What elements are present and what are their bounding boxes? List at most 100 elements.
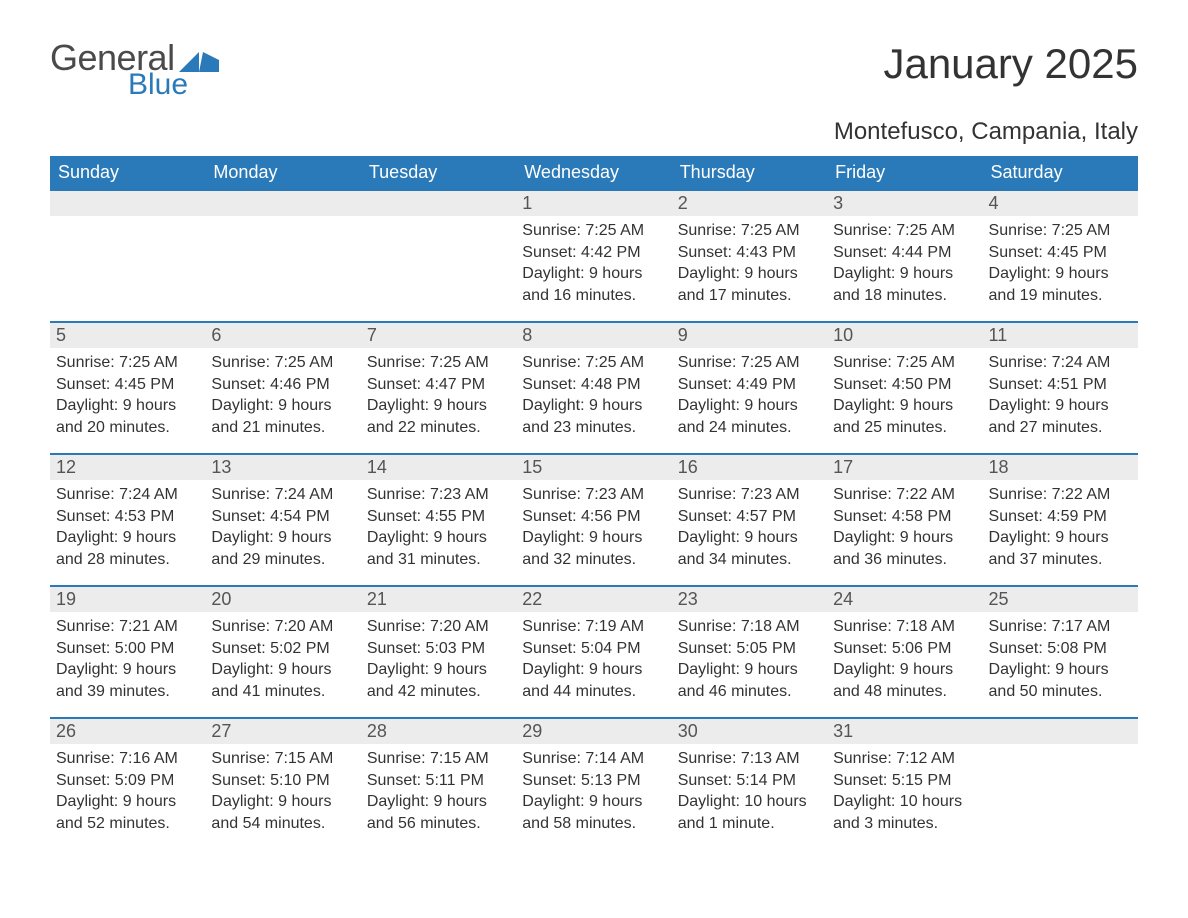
daylight1-text: Daylight: 10 hours [678,791,821,813]
calendar-cell: 21Sunrise: 7:20 AMSunset: 5:03 PMDayligh… [361,585,516,717]
calendar-cell: 29Sunrise: 7:14 AMSunset: 5:13 PMDayligh… [516,717,671,849]
sunset-text: Sunset: 4:51 PM [989,374,1132,396]
sunrise-text: Sunrise: 7:22 AM [833,484,976,506]
day-details: Sunrise: 7:25 AMSunset: 4:44 PMDaylight:… [827,216,982,316]
calendar-cell [983,717,1138,849]
sunrise-text: Sunrise: 7:25 AM [367,352,510,374]
sunrise-text: Sunrise: 7:25 AM [211,352,354,374]
calendar-week-row: 5Sunrise: 7:25 AMSunset: 4:45 PMDaylight… [50,321,1138,453]
calendar-cell: 17Sunrise: 7:22 AMSunset: 4:58 PMDayligh… [827,453,982,585]
daylight2-text: and 18 minutes. [833,285,976,307]
sunset-text: Sunset: 4:59 PM [989,506,1132,528]
day-number: 9 [672,321,827,348]
sunset-text: Sunset: 5:14 PM [678,770,821,792]
day-details: Sunrise: 7:19 AMSunset: 5:04 PMDaylight:… [516,612,671,712]
daylight2-text: and 27 minutes. [989,417,1132,439]
daylight1-text: Daylight: 9 hours [833,395,976,417]
sunset-text: Sunset: 4:54 PM [211,506,354,528]
sunrise-text: Sunrise: 7:23 AM [678,484,821,506]
day-details: Sunrise: 7:17 AMSunset: 5:08 PMDaylight:… [983,612,1138,712]
col-header: Monday [205,156,360,189]
sunset-text: Sunset: 4:45 PM [989,242,1132,264]
sunset-text: Sunset: 5:13 PM [522,770,665,792]
daylight2-text: and 37 minutes. [989,549,1132,571]
day-number: 10 [827,321,982,348]
calendar-cell [361,189,516,321]
calendar-cell: 11Sunrise: 7:24 AMSunset: 4:51 PMDayligh… [983,321,1138,453]
day-number: 12 [50,453,205,480]
sunrise-text: Sunrise: 7:17 AM [989,616,1132,638]
sunrise-text: Sunrise: 7:13 AM [678,748,821,770]
day-number: 6 [205,321,360,348]
day-number: 11 [983,321,1138,348]
day-number: 24 [827,585,982,612]
day-details: Sunrise: 7:20 AMSunset: 5:03 PMDaylight:… [361,612,516,712]
page-title: January 2025 [883,40,1138,88]
sunrise-text: Sunrise: 7:12 AM [833,748,976,770]
sunset-text: Sunset: 4:56 PM [522,506,665,528]
calendar-cell: 24Sunrise: 7:18 AMSunset: 5:06 PMDayligh… [827,585,982,717]
daylight1-text: Daylight: 9 hours [989,395,1132,417]
day-number: 18 [983,453,1138,480]
sunset-text: Sunset: 4:43 PM [678,242,821,264]
day-number [361,189,516,216]
daylight1-text: Daylight: 9 hours [56,395,199,417]
sunset-text: Sunset: 5:08 PM [989,638,1132,660]
calendar-cell: 19Sunrise: 7:21 AMSunset: 5:00 PMDayligh… [50,585,205,717]
calendar-week-row: 19Sunrise: 7:21 AMSunset: 5:00 PMDayligh… [50,585,1138,717]
calendar-cell: 3Sunrise: 7:25 AMSunset: 4:44 PMDaylight… [827,189,982,321]
day-number: 22 [516,585,671,612]
day-number: 26 [50,717,205,744]
sunset-text: Sunset: 5:04 PM [522,638,665,660]
daylight2-text: and 1 minute. [678,813,821,835]
sunset-text: Sunset: 4:53 PM [56,506,199,528]
daylight2-text: and 17 minutes. [678,285,821,307]
daylight1-text: Daylight: 9 hours [367,659,510,681]
day-details: Sunrise: 7:18 AMSunset: 5:06 PMDaylight:… [827,612,982,712]
col-header: Sunday [50,156,205,189]
daylight2-text: and 31 minutes. [367,549,510,571]
sunrise-text: Sunrise: 7:23 AM [522,484,665,506]
daylight1-text: Daylight: 9 hours [522,395,665,417]
sunrise-text: Sunrise: 7:25 AM [678,220,821,242]
day-number: 23 [672,585,827,612]
daylight1-text: Daylight: 9 hours [833,527,976,549]
day-number: 20 [205,585,360,612]
calendar-cell: 1Sunrise: 7:25 AMSunset: 4:42 PMDaylight… [516,189,671,321]
sunset-text: Sunset: 4:42 PM [522,242,665,264]
day-number: 4 [983,189,1138,216]
calendar-cell: 26Sunrise: 7:16 AMSunset: 5:09 PMDayligh… [50,717,205,849]
daylight2-text: and 58 minutes. [522,813,665,835]
sunrise-text: Sunrise: 7:25 AM [833,220,976,242]
daylight2-text: and 3 minutes. [833,813,976,835]
day-details: Sunrise: 7:24 AMSunset: 4:54 PMDaylight:… [205,480,360,580]
daylight1-text: Daylight: 9 hours [211,527,354,549]
sunrise-text: Sunrise: 7:15 AM [367,748,510,770]
day-number: 17 [827,453,982,480]
calendar-cell: 7Sunrise: 7:25 AMSunset: 4:47 PMDaylight… [361,321,516,453]
day-details: Sunrise: 7:25 AMSunset: 4:48 PMDaylight:… [516,348,671,448]
day-number: 13 [205,453,360,480]
daylight2-text: and 42 minutes. [367,681,510,703]
day-number [205,189,360,216]
calendar-cell: 9Sunrise: 7:25 AMSunset: 4:49 PMDaylight… [672,321,827,453]
daylight2-text: and 36 minutes. [833,549,976,571]
calendar-cell [50,189,205,321]
day-number: 3 [827,189,982,216]
daylight1-text: Daylight: 10 hours [833,791,976,813]
sunrise-text: Sunrise: 7:20 AM [367,616,510,638]
daylight1-text: Daylight: 9 hours [367,527,510,549]
day-details: Sunrise: 7:25 AMSunset: 4:43 PMDaylight:… [672,216,827,316]
daylight1-text: Daylight: 9 hours [211,395,354,417]
day-details: Sunrise: 7:25 AMSunset: 4:47 PMDaylight:… [361,348,516,448]
day-number [50,189,205,216]
daylight1-text: Daylight: 9 hours [522,527,665,549]
logo-blue-text: Blue [128,70,219,100]
day-details: Sunrise: 7:16 AMSunset: 5:09 PMDaylight:… [50,744,205,844]
calendar-cell: 22Sunrise: 7:19 AMSunset: 5:04 PMDayligh… [516,585,671,717]
sunset-text: Sunset: 4:46 PM [211,374,354,396]
daylight2-text: and 34 minutes. [678,549,821,571]
logo: General Blue [50,40,219,100]
day-number: 2 [672,189,827,216]
sunrise-text: Sunrise: 7:23 AM [367,484,510,506]
